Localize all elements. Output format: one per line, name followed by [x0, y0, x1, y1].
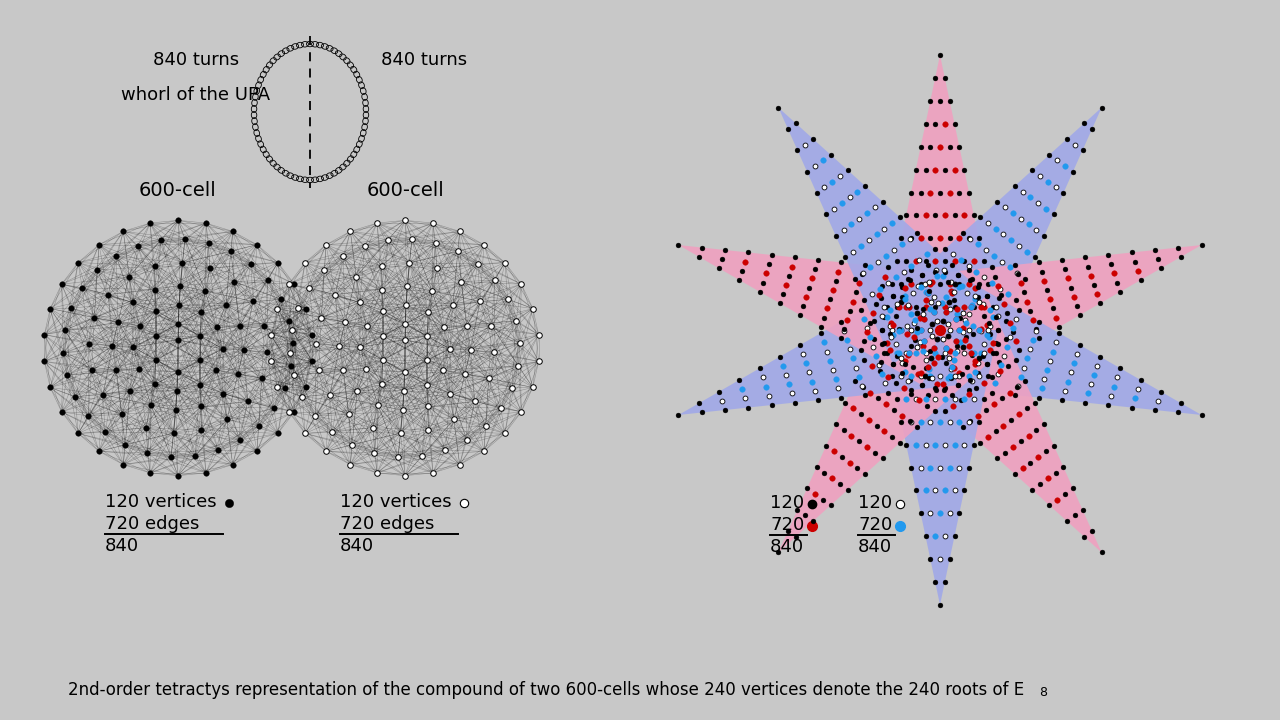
Text: 8: 8	[1039, 686, 1047, 700]
Text: 840: 840	[771, 538, 804, 556]
Text: 720: 720	[858, 516, 892, 534]
Polygon shape	[778, 296, 987, 552]
Polygon shape	[922, 275, 1202, 415]
Text: 720 edges: 720 edges	[105, 515, 200, 533]
Polygon shape	[893, 296, 1102, 552]
Text: 840 turns: 840 turns	[381, 51, 467, 69]
Text: 720: 720	[771, 516, 804, 534]
Text: 600-cell: 600-cell	[140, 181, 216, 200]
Text: 2nd-order tetractys representation of the compound of two 600-cells whose 240 ve: 2nd-order tetractys representation of th…	[68, 681, 1024, 699]
Text: 120: 120	[771, 494, 804, 512]
Text: 840: 840	[858, 538, 892, 556]
Text: 840 turns: 840 turns	[152, 51, 239, 69]
Text: 600-cell: 600-cell	[366, 181, 444, 200]
Polygon shape	[922, 245, 1202, 385]
Polygon shape	[882, 55, 998, 330]
Polygon shape	[882, 330, 998, 605]
Polygon shape	[678, 245, 957, 385]
Text: 120 vertices: 120 vertices	[105, 493, 216, 511]
Text: 720 edges: 720 edges	[340, 515, 434, 533]
Text: 120 vertices: 120 vertices	[340, 493, 452, 511]
Text: 840: 840	[340, 537, 374, 555]
Polygon shape	[778, 107, 987, 364]
Polygon shape	[893, 107, 1102, 364]
Polygon shape	[678, 275, 957, 415]
Text: 120: 120	[858, 494, 892, 512]
Text: 840: 840	[105, 537, 140, 555]
Text: whorl of the UPA: whorl of the UPA	[122, 86, 270, 104]
